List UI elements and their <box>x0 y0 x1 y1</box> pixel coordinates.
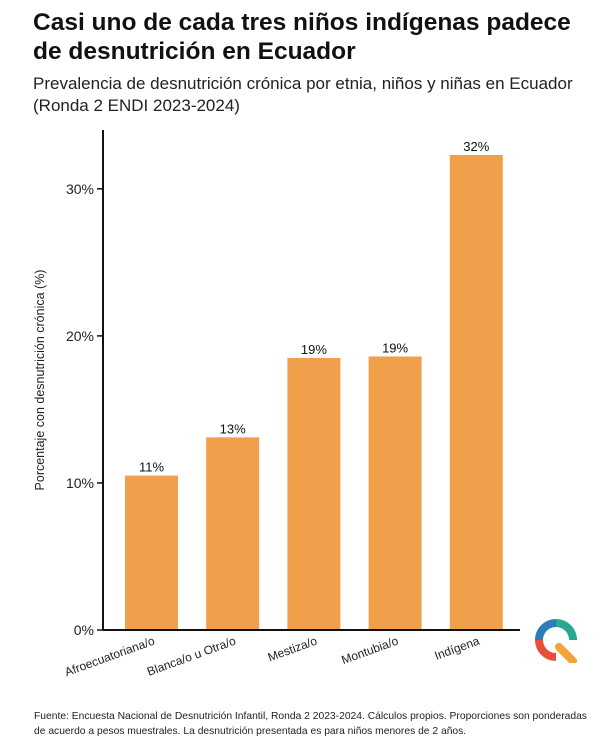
x-tick-label: Mestiza/o <box>266 634 319 665</box>
data-label: 19% <box>382 340 408 355</box>
bar <box>287 357 341 630</box>
data-label: 11% <box>139 460 164 475</box>
x-tick-label: Indígena <box>433 634 482 663</box>
data-label: 13% <box>220 421 246 436</box>
y-axis-label: Porcentaje con desnutrición crónica (%) <box>33 270 47 491</box>
y-tick-label: 30% <box>66 181 94 197</box>
chart-title: Casi uno de cada tres niños indígenas pa… <box>33 9 571 65</box>
x-tick-label: Afroecuatoriana/o <box>63 634 157 680</box>
bar <box>449 155 503 630</box>
data-label: 32% <box>463 139 489 154</box>
bar <box>206 437 260 630</box>
x-tick-label: Blanca/o u Otra/o <box>145 634 238 679</box>
bar-chart: 11% Afroecuatoriana/o 13% Blanca/o u Otra/o… <box>33 130 520 680</box>
chart-subtitle: Prevalencia de desnutrición crónica por … <box>33 74 573 115</box>
q-logo-icon <box>535 619 577 663</box>
bar <box>125 475 178 630</box>
data-label: 19% <box>301 342 327 357</box>
y-tick-label: 20% <box>66 328 94 344</box>
y-tick-label: 10% <box>66 475 94 491</box>
bar <box>368 356 422 630</box>
x-tick-label: Montubia/o <box>340 634 401 668</box>
y-tick-label: 0% <box>74 622 94 638</box>
source-note: Fuente: Encuesta Nacional de Desnutrició… <box>34 711 587 737</box>
